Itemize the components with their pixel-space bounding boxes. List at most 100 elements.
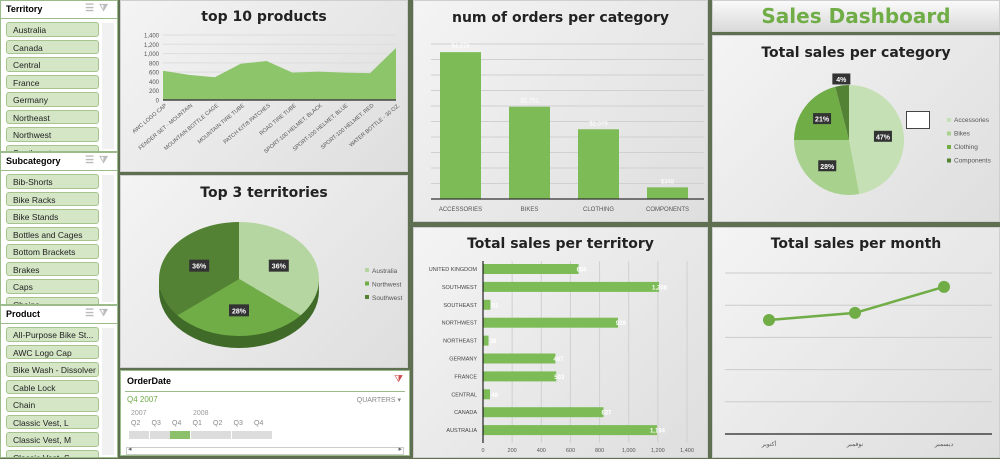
multi-select-icon[interactable]: ☰ — [85, 3, 99, 14]
legend-swatch — [947, 132, 951, 136]
bar — [483, 282, 659, 292]
quarter-cell[interactable] — [170, 431, 190, 439]
data-label: 47% — [876, 134, 891, 141]
y-tick-label: AUSTRALIA — [446, 428, 477, 434]
quarter-cell[interactable] — [252, 431, 272, 439]
year-label: 2007 — [131, 410, 147, 417]
data-label: 38 — [490, 339, 497, 345]
slicer-item[interactable]: All-Purpose Bike St... — [6, 327, 99, 342]
data-label: 1,194 — [650, 429, 666, 435]
slicer-item[interactable]: Southeast — [6, 145, 99, 153]
multi-select-icon[interactable]: ☰ — [85, 155, 99, 166]
slicer-item[interactable]: AWC Logo Cap — [6, 345, 99, 360]
slicer-item[interactable]: Bib-Shorts — [6, 174, 99, 189]
x-tick-label: 400 — [537, 448, 546, 454]
bar — [440, 52, 481, 199]
x-tick-label: أكتوبر — [761, 439, 777, 448]
scroll-right-icon[interactable]: ▸ — [398, 445, 402, 453]
slicer-item[interactable]: Cable Lock — [6, 380, 99, 395]
y-tick-label: UNITED KINGDOM — [429, 267, 478, 273]
y-tick-label: GERMANY — [449, 357, 477, 363]
quarter-cell[interactable] — [211, 431, 231, 439]
bar — [483, 425, 657, 435]
data-label: 36% — [192, 264, 207, 271]
scrollbar[interactable] — [102, 175, 114, 302]
data-label: 1,208 — [652, 285, 668, 291]
slicer-item[interactable]: Bike Wash - Dissolver — [6, 362, 99, 377]
time-level-dropdown[interactable]: QUARTERS ▾ — [357, 396, 401, 404]
timeline-scrollbar[interactable]: ◂▸ — [126, 447, 404, 455]
y-tick-label: 400 — [149, 80, 160, 86]
quarter-cell[interactable] — [191, 431, 211, 439]
quarter-label: Q4 — [172, 420, 181, 427]
clear-filter-icon[interactable]: ⧩ — [99, 155, 113, 166]
slicer-item[interactable]: Bike Racks — [6, 192, 99, 207]
slicer-item[interactable]: Classic Vest, S — [6, 450, 99, 459]
slicer-item[interactable]: Bottom Brackets — [6, 244, 99, 259]
quarter-label: Q3 — [234, 420, 243, 427]
data-label: $4,378 — [451, 44, 470, 50]
slicer-item[interactable]: Canada — [6, 40, 99, 55]
slicer-item[interactable]: Classic Vest, L — [6, 415, 99, 430]
x-tick-label: COMPONENTS — [646, 207, 689, 213]
slicer-item[interactable]: Australia — [6, 22, 99, 37]
clear-filter-icon[interactable]: ⧩ — [99, 308, 113, 319]
x-tick-label: ACCESSORIES — [439, 207, 482, 213]
slicer-item[interactable]: Brakes — [6, 262, 99, 277]
quarter-cell[interactable] — [150, 431, 170, 439]
data-label: 503 — [554, 375, 565, 381]
data-label: $2,079 — [589, 121, 608, 127]
bar — [483, 354, 555, 364]
clear-filter-icon[interactable]: ⧩ — [394, 374, 403, 385]
data-label: 28% — [232, 308, 247, 315]
quarter-label: Q2 — [131, 420, 140, 427]
slicer-title: Product — [6, 309, 40, 319]
quarter-label: Q4 — [254, 420, 263, 427]
y-tick-label: 1,000 — [144, 52, 160, 58]
x-tick-label: 200 — [508, 448, 517, 454]
product-slicer[interactable]: Product ☰⧩ All-Purpose Bike St... AWC Logo… — [0, 305, 118, 458]
slicer-item[interactable]: Germany — [6, 92, 99, 107]
x-tick-label: 1,400 — [680, 448, 694, 454]
legend-swatch — [947, 145, 951, 149]
quarter-cell[interactable] — [232, 431, 252, 439]
slicer-item[interactable]: Northwest — [6, 127, 99, 142]
quarter-label: Q1 — [193, 420, 202, 427]
legend-label: Clothing — [954, 144, 978, 151]
orderdate-timeline[interactable]: OrderDate ⧩ Q4 2007 QUARTERS ▾ 2007 2008… — [120, 370, 410, 456]
sales-per-category-chart: Total sales per category 47%28%21%4%Acce… — [712, 35, 1000, 222]
data-point — [849, 307, 861, 319]
slicer-item[interactable]: Bike Stands — [6, 209, 99, 224]
legend-swatch — [365, 282, 369, 286]
timeline-selection: Q4 2007 — [127, 395, 158, 404]
slicer-item[interactable]: Chains — [6, 297, 99, 306]
y-tick-label: 0 — [156, 99, 160, 105]
slicer-item[interactable]: France — [6, 75, 99, 90]
timeline-title: OrderDate — [127, 376, 171, 386]
bar — [483, 371, 556, 381]
data-label: 21% — [815, 117, 830, 124]
slicer-title: Territory — [6, 4, 42, 14]
slicer-item[interactable]: Chain — [6, 397, 99, 412]
slicer-item[interactable]: Central — [6, 57, 99, 72]
territory-slicer[interactable]: Territory ☰⧩ Australia Canada Central France… — [0, 0, 118, 152]
y-tick-label: NORTHEAST — [443, 339, 477, 345]
y-tick-label: CANADA — [454, 410, 477, 416]
scroll-left-icon[interactable]: ◂ — [128, 445, 132, 453]
slicer-item[interactable]: Bottles and Cages — [6, 227, 99, 242]
scrollbar[interactable] — [102, 23, 114, 149]
slicer-item[interactable]: Northeast — [6, 110, 99, 125]
slicer-item[interactable]: Caps — [6, 279, 99, 294]
area-series — [163, 48, 396, 100]
legend-label: Bikes — [954, 131, 971, 138]
slicer-item[interactable]: Classic Vest, M — [6, 432, 99, 447]
legend-swatch — [365, 295, 369, 299]
x-tick-label: ديسمبر — [934, 442, 954, 448]
scrollbar[interactable] — [102, 328, 114, 455]
multi-select-icon[interactable]: ☰ — [85, 308, 99, 319]
clear-filter-icon[interactable]: ⧩ — [99, 3, 113, 14]
y-tick-label: SOUTHWEST — [442, 285, 478, 291]
quarter-cell[interactable] — [129, 431, 149, 439]
